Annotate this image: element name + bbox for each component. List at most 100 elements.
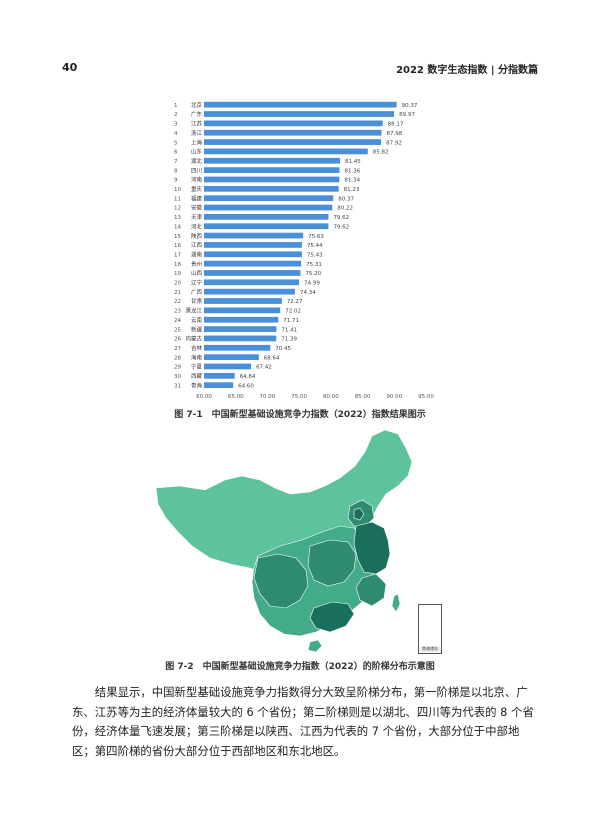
category-label: 陕西 (191, 232, 203, 240)
rank-label: 8 (174, 168, 178, 174)
figure-7-1-caption: 图 7-1 中国新型基础设施竞争力指数（2022）指数结果图示 (174, 410, 426, 420)
map-region-tier2-southeast (355, 573, 387, 607)
rank-label: 2 (174, 112, 178, 118)
category-label: 安徽 (191, 204, 203, 212)
page-number: 40 (62, 61, 78, 74)
rank-label: 14 (174, 224, 181, 230)
value-label: 87.98 (386, 131, 402, 137)
value-label: 64.84 (240, 374, 256, 380)
map-island-east (391, 593, 401, 613)
category-label: 重庆 (191, 185, 203, 193)
value-label: 75.44 (307, 243, 323, 249)
bar (204, 326, 277, 332)
value-label: 70.45 (275, 346, 291, 352)
category-label: 青海 (191, 381, 203, 389)
map-region-tier1-south (309, 601, 355, 633)
category-label: 贵州 (191, 260, 202, 268)
value-label: 89.97 (399, 112, 415, 118)
rank-label: 9 (174, 178, 178, 184)
value-label: 75.20 (305, 271, 321, 277)
category-label: 江西 (191, 242, 203, 249)
value-label: 71.41 (281, 327, 297, 333)
value-label: 72.27 (287, 299, 303, 305)
rank-label: 20 (174, 281, 181, 287)
x-tick-label: 95.00 (418, 394, 434, 400)
bar (204, 167, 340, 173)
category-label: 河北 (191, 222, 203, 230)
bar (204, 316, 279, 323)
rank-label: 12 (174, 206, 181, 212)
x-tick-label: 65.00 (228, 394, 244, 400)
value-label: 80.22 (337, 206, 353, 212)
value-label: 90.37 (402, 103, 418, 109)
value-label: 75.31 (306, 262, 322, 268)
category-label: 云南 (191, 316, 203, 324)
rank-label: 15 (174, 234, 181, 240)
bar (204, 288, 295, 295)
category-label: 吉林 (191, 344, 203, 352)
bar (204, 242, 302, 248)
category-label: 江苏 (191, 120, 203, 128)
inset-label: 南海诸岛 (420, 646, 440, 652)
bar (204, 363, 252, 370)
bar (204, 251, 302, 258)
bar (204, 260, 302, 267)
bar (204, 157, 341, 164)
value-label: 85.82 (373, 150, 389, 156)
category-label: 宁夏 (191, 363, 203, 371)
bar (204, 223, 329, 230)
rank-label: 19 (174, 271, 181, 277)
bar (204, 204, 333, 211)
value-label: 75.43 (307, 252, 323, 258)
x-tick-label: 70.00 (260, 394, 276, 400)
value-label: 74.34 (300, 290, 316, 296)
category-label: 新疆 (191, 325, 203, 333)
bar (204, 372, 235, 379)
body-paragraph: 结果显示，中国新型基础设施竞争力指数得分大致呈阶梯分布，第一阶梯是以北京、广东、… (72, 685, 534, 758)
category-label: 浙江 (191, 129, 203, 137)
running-header: 2022 数字生态指数 | 分指数篇 (396, 65, 538, 76)
bar (204, 111, 395, 117)
value-label: 80.37 (338, 196, 354, 202)
rank-label: 3 (174, 122, 178, 128)
value-label: 81.23 (344, 187, 360, 193)
rank-label: 6 (174, 150, 178, 156)
bar (204, 298, 282, 304)
bar (204, 176, 340, 183)
bar (204, 335, 277, 342)
x-tick-label: 75.00 (291, 394, 307, 400)
category-label: 广西 (191, 288, 203, 296)
value-label: 68.64 (264, 355, 280, 361)
rank-label: 28 (174, 355, 181, 361)
rank-label: 1 (174, 103, 178, 109)
rank-label: 5 (174, 140, 178, 146)
rank-label: 4 (174, 131, 178, 137)
category-label: 北京 (191, 101, 203, 109)
rank-label: 27 (174, 346, 181, 352)
rank-label: 29 (174, 365, 181, 371)
south-china-sea-inset: 南海诸岛 (418, 604, 442, 654)
value-label: 81.36 (344, 168, 360, 174)
rank-label: 22 (174, 299, 181, 305)
bar (204, 120, 383, 127)
value-label: 71.71 (283, 318, 299, 324)
category-label: 河南 (191, 176, 203, 184)
rank-label: 13 (174, 215, 181, 221)
bar (204, 101, 397, 108)
bar (204, 232, 304, 239)
china-tier-map (155, 429, 413, 653)
rank-label: 21 (174, 290, 181, 296)
bar (204, 148, 368, 155)
value-label: 71.39 (281, 337, 297, 343)
category-label: 山东 (191, 148, 203, 156)
rank-label: 25 (174, 327, 181, 333)
value-label: 81.45 (345, 159, 361, 165)
figure-7-2-caption: 图 7-2 中国新型基础设施竞争力指数（2022）的阶梯分布示意图 (165, 662, 435, 672)
category-label: 四川 (191, 167, 202, 174)
rank-label: 11 (174, 196, 181, 202)
map-region-tier2-central (307, 539, 357, 587)
x-tick-label: 60.00 (196, 394, 212, 400)
category-label: 辽宁 (191, 279, 203, 287)
category-label: 天津 (191, 214, 203, 221)
rank-label: 26 (174, 337, 181, 343)
